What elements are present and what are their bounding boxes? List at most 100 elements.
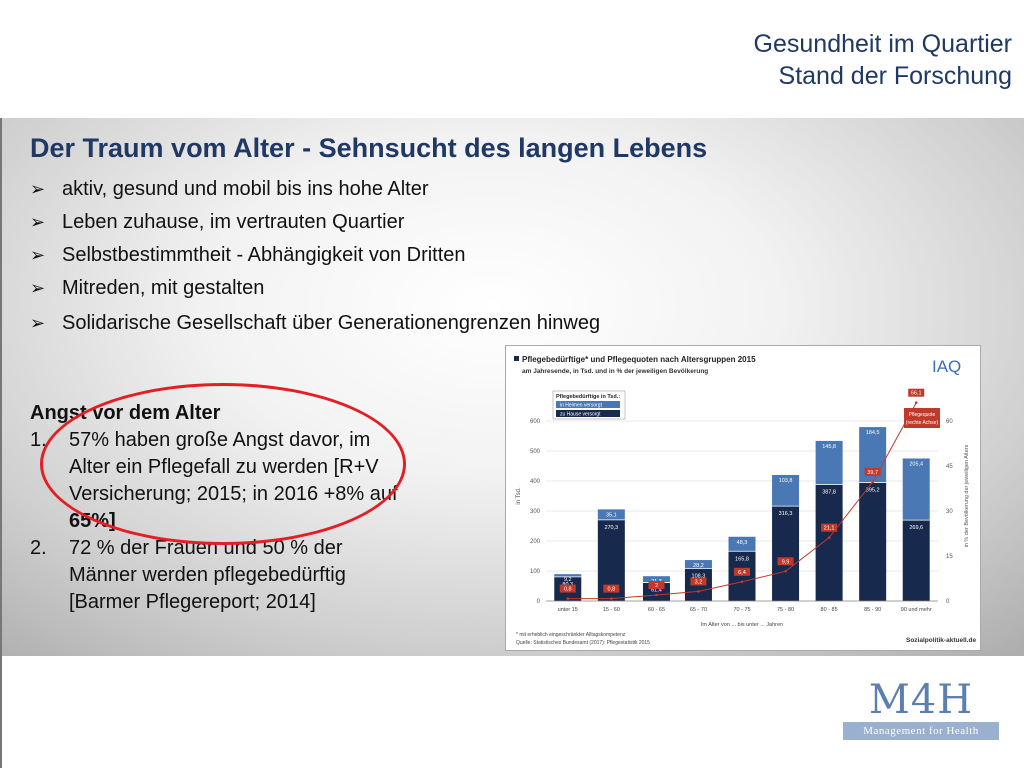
data-label-in-heimen: 184,5 <box>866 430 880 436</box>
pflegequote-label: 9,9 <box>782 559 790 565</box>
pflegequote-point <box>827 536 831 539</box>
data-label-in-heimen: 205,4 <box>909 462 923 468</box>
arrow-right-icon: ➢ <box>30 244 46 265</box>
legend-label-zu-hause: zu Hause versorgt <box>560 412 601 418</box>
pflegequote-label: 21,1 <box>824 526 835 532</box>
y2-tick-label: 45 <box>946 464 953 470</box>
bar-in-heimen <box>554 574 582 577</box>
data-label-in-heimen: 9,2 <box>564 577 572 583</box>
pflegequote-label-box <box>734 567 750 576</box>
x-tick-label: 70 - 75 <box>733 607 750 613</box>
x-tick-label: 85 - 90 <box>864 607 881 613</box>
pflegequote-point <box>697 590 700 593</box>
x-tick-label: unter 15 <box>558 607 578 613</box>
header-line-2: Stand der Forschung <box>778 62 1012 90</box>
x-axis-label: Im Alter von ... bis unter ... Jahren <box>701 622 783 628</box>
quote-legend-label: Pflegequote <box>909 412 936 418</box>
x-tick-label: 60 - 65 <box>648 607 665 613</box>
x-tick-label: 65 - 70 <box>690 607 707 613</box>
pflegequote-label-box <box>777 557 794 566</box>
pflegequote-label: 6,4 <box>738 570 746 576</box>
bar-zu-hause <box>728 551 756 601</box>
y-axis-label: in Tsd. <box>516 487 522 505</box>
pflegequote-label: 0,8 <box>564 587 572 593</box>
y-tick-label: 0 <box>537 599 541 605</box>
data-label-zu-hause: 387,8 <box>822 490 836 496</box>
y-tick-label: 500 <box>530 449 541 455</box>
data-label-zu-hause: 108,3 <box>692 574 706 580</box>
pflegequote-label-box <box>648 581 665 589</box>
data-label-in-heimen: 48,3 <box>737 540 748 546</box>
y-tick-label: 600 <box>530 419 541 425</box>
bar-in-heimen <box>684 560 712 569</box>
arrow-right-icon: ➢ <box>30 312 46 333</box>
pflegequote-label-box <box>908 388 925 397</box>
left-rule <box>0 656 2 768</box>
pflegequote-point <box>740 580 744 584</box>
pflegequote-label: 3,2 <box>695 579 703 585</box>
data-label-in-heimen: 145,8 <box>822 444 836 450</box>
arrow-right-icon: ➢ <box>30 211 46 232</box>
y-tick-label: 200 <box>530 539 541 545</box>
pflegequote-label-box <box>690 577 707 586</box>
main-heading: Der Traum vom Alter - Sehnsucht des lang… <box>30 133 708 163</box>
pflegequote-point <box>655 593 658 597</box>
legend-swatch-in-heimen <box>556 401 620 408</box>
data-label-zu-hause: 269,6 <box>909 525 923 531</box>
iaq-brand: IAQ <box>932 357 961 376</box>
pflegequote-label: 66,1 <box>911 391 922 397</box>
source-logo: Sozialpolitik-aktuell.de <box>906 637 976 644</box>
x-tick-label: 90 und mehr <box>901 607 932 613</box>
y2-tick-label: 0 <box>946 599 950 605</box>
legend-label-in-heimen: in Heimen versorgt <box>560 403 603 409</box>
bullet-item: ➢ Selbstbestimmtheit - Abhängigkeit von D… <box>30 238 600 271</box>
pflegequote-label-box <box>559 584 576 593</box>
x-tick-label: 80 - 85 <box>821 607 838 613</box>
chart-box: Pflegebedürftige* und Pflegequoten nach … <box>505 345 981 651</box>
arrow-right-icon: ➢ <box>30 178 46 199</box>
bullet-item: ➢ Solidarische Gesellschaft über Generati… <box>30 306 600 339</box>
y-tick-label: 100 <box>530 569 541 575</box>
y2-tick-label: 30 <box>946 509 953 515</box>
m4h-logo: M4H Management for Health <box>843 680 999 740</box>
chart-title: Pflegebedürftige* und Pflegequoten nach … <box>522 355 756 364</box>
pflegequote-point <box>914 401 918 404</box>
fear-item-2: 2. 72 % der Frauen und 50 % der Männer w… <box>30 537 346 613</box>
pflegequote-point <box>784 570 787 573</box>
bullet-item: ➢ Leben zuhause, im vertrauten Quartier <box>30 205 600 238</box>
bullet-item: ➢ Mitreden, mit gestalten <box>30 271 600 304</box>
pflegequote-point <box>566 597 570 600</box>
legend-swatch-zu-hause <box>556 410 620 417</box>
header-line-1: Gesundheit im Quartier <box>753 30 1012 58</box>
chart: Pflegebedürftige* und Pflegequoten nach … <box>514 355 976 646</box>
bar-zu-hause <box>772 506 800 601</box>
logo-mark: M4H <box>868 677 974 723</box>
pflegequote-label-box <box>864 467 881 476</box>
pflegequote-point <box>871 480 874 484</box>
data-label-zu-hause: 165,8 <box>735 556 749 562</box>
data-label-in-heimen: 103,8 <box>779 478 793 484</box>
chart-source: Quelle: Statistisches Bundesamt (2017): … <box>516 640 650 646</box>
bar-in-heimen <box>815 440 843 485</box>
chart-title-marker <box>514 356 519 361</box>
y2-tick-label: 60 <box>946 419 953 425</box>
pflegequote-label: 2 <box>655 583 658 589</box>
y-tick-label: 400 <box>530 479 541 485</box>
highlight-oval <box>40 383 406 545</box>
bar-in-heimen <box>772 474 800 507</box>
chart-subtitle: am Jahresende, in Tsd. und in % der jewe… <box>522 368 708 375</box>
pflegequote-label: 0,8 <box>608 587 616 593</box>
y2-tick-label: 15 <box>946 554 953 560</box>
legend-title: Pflegebedürftige in Tsd.: <box>556 394 620 400</box>
logo-tagline: Management for Health <box>843 722 999 740</box>
data-label-zu-hause: 61,4 <box>651 588 662 594</box>
bullet-item: ➢ aktiv, gesund und mobil bis ins hohe Al… <box>30 172 600 205</box>
bar-in-heimen <box>728 536 756 552</box>
bar-in-heimen <box>642 576 670 583</box>
data-label-in-heimen: 35,1 <box>606 512 617 518</box>
y2-axis-label: in % der Bevölkerung der jeweiligen Alte… <box>964 444 970 547</box>
bar-in-heimen <box>902 458 930 521</box>
pflegequote-label: 39,7 <box>867 470 878 476</box>
bar-zu-hause <box>815 484 843 601</box>
